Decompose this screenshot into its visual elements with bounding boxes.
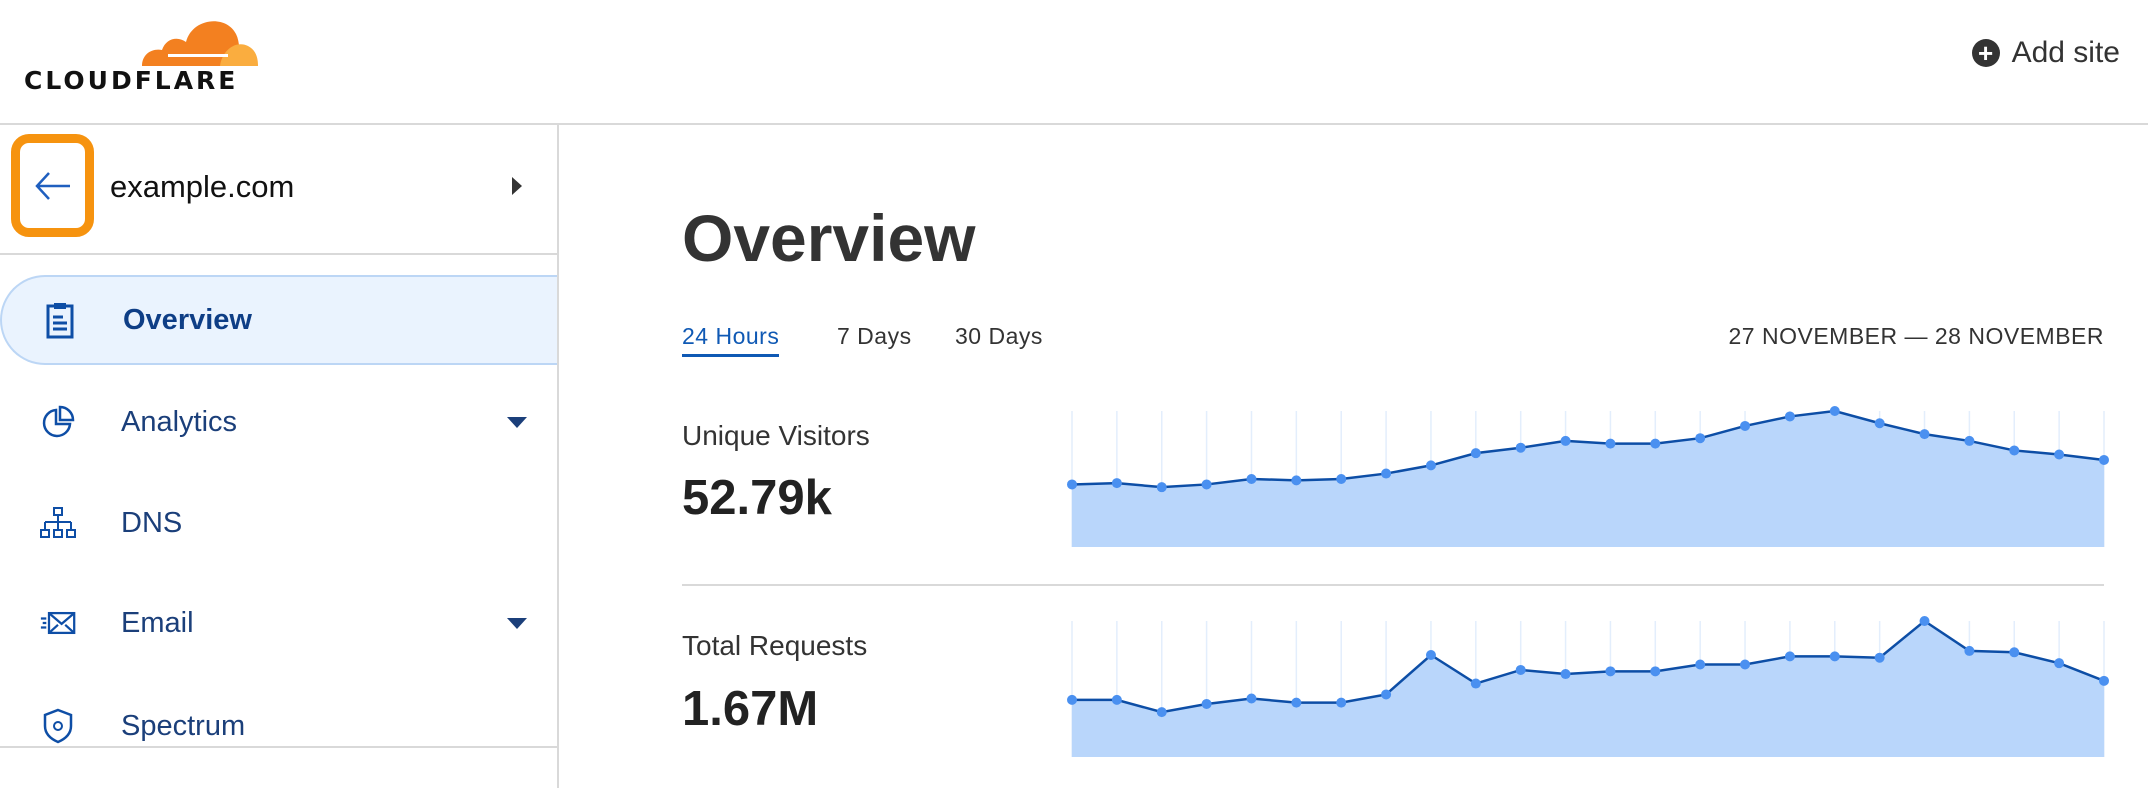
data-point (1201, 479, 1212, 490)
data-point (1695, 659, 1706, 670)
tab-7-days[interactable]: 7 Days (837, 323, 912, 349)
data-point (1381, 468, 1392, 479)
series-line (1071, 409, 2105, 489)
data-point (1784, 651, 1795, 662)
data-point (1336, 697, 1347, 708)
pie-chart-icon (40, 404, 76, 440)
data-point (1381, 689, 1392, 700)
sidebar-item-label: DNS (121, 506, 183, 539)
data-point (2099, 675, 2109, 686)
data-point (1425, 650, 1436, 660)
chevron-down-icon (507, 417, 527, 428)
data-point (1874, 652, 1885, 663)
logo-text: CLOUDFLARE (24, 66, 239, 95)
back-button[interactable] (11, 134, 94, 237)
series-line (1072, 619, 2105, 714)
data-point (1246, 474, 1257, 484)
add-site-button[interactable]: + Add site (1971, 36, 2120, 70)
unique-visitors-value: 52.79k (682, 471, 832, 525)
plus-circle-icon: + (1971, 39, 2000, 67)
clipboard-icon (42, 302, 78, 339)
total-requests-value: 1.67M (682, 682, 819, 736)
data-point (2009, 445, 2020, 456)
cloudflare-logo-icon (142, 21, 258, 66)
data-point (1560, 435, 1571, 446)
caret-right-icon[interactable] (512, 177, 522, 195)
sidebar-item-analytics[interactable]: Analytics (0, 377, 557, 467)
data-point (1874, 418, 1885, 429)
total-requests-label: Total Requests (682, 630, 868, 661)
sidebar-item-email[interactable]: Email (0, 578, 557, 668)
data-point (1829, 651, 1840, 662)
tab-24-hours[interactable]: 24 Hours (682, 323, 780, 357)
data-point (1291, 475, 1302, 486)
area-fill (1072, 621, 2104, 757)
data-point (1740, 420, 1751, 431)
page-title: Overview (682, 201, 976, 275)
arrow-left-icon (34, 171, 70, 200)
data-point (1650, 438, 1661, 449)
sidebar-item-label: Analytics (121, 405, 238, 438)
unique-visitors-chart (1067, 406, 2109, 547)
domain-name: example.com (110, 169, 295, 204)
sidebar-divider (0, 746, 557, 748)
data-point (1201, 698, 1212, 709)
domain-selector: example.com (0, 125, 557, 255)
data-point (1111, 694, 1122, 705)
sidebar-item-label: Overview (123, 303, 252, 336)
area-fill (1072, 411, 2104, 547)
date-range: 27 NOVEMBER — 28 NOVEMBER (1728, 323, 2104, 349)
data-point (2054, 449, 2065, 460)
total-requests-chart (1067, 616, 2109, 757)
network-icon (40, 505, 76, 541)
chevron-down-icon (507, 618, 527, 629)
data-point (2099, 454, 2109, 465)
data-point (1605, 438, 1616, 449)
top-header: CLOUDFLARE + Add site (0, 0, 2148, 125)
data-point (1336, 474, 1347, 484)
data-point (1829, 406, 1840, 416)
sidebar-item-label: Email (121, 606, 194, 639)
data-point (1156, 482, 1167, 493)
envelope-icon (40, 605, 76, 641)
data-point (2009, 647, 2020, 658)
data-point (1964, 435, 1975, 446)
data-point (1605, 666, 1616, 677)
data-point (1067, 479, 1077, 490)
add-site-label: Add site (2011, 36, 2120, 69)
data-point (1919, 616, 1930, 626)
sidebar: example.com Overview Analytics DNS Email… (0, 125, 559, 788)
data-point (1964, 645, 1975, 656)
sidebar-item-overview[interactable]: Overview (0, 275, 557, 365)
sidebar-item-spectrum[interactable]: Spectrum (0, 681, 557, 771)
data-point (1470, 448, 1481, 459)
data-point (1695, 433, 1706, 444)
data-point (2054, 658, 2065, 669)
data-point (1740, 659, 1751, 670)
data-point (1515, 442, 1526, 453)
data-point (1156, 707, 1167, 718)
data-point (1291, 697, 1302, 708)
data-point (1650, 666, 1661, 677)
metrics-divider (682, 584, 2104, 586)
data-point (1470, 678, 1481, 689)
data-point (1246, 693, 1257, 704)
sidebar-item-label: Spectrum (121, 709, 246, 742)
data-point (1919, 429, 1930, 440)
data-point (1067, 694, 1077, 705)
shield-icon (40, 708, 76, 744)
sidebar-item-dns[interactable]: DNS (0, 478, 557, 568)
data-point (1784, 411, 1795, 422)
data-point (1560, 669, 1571, 680)
unique-visitors-label: Unique Visitors (682, 420, 870, 451)
data-point (1111, 478, 1122, 489)
data-point (1515, 664, 1526, 675)
data-point (1425, 460, 1436, 471)
tab-30-days[interactable]: 30 Days (955, 323, 1043, 349)
